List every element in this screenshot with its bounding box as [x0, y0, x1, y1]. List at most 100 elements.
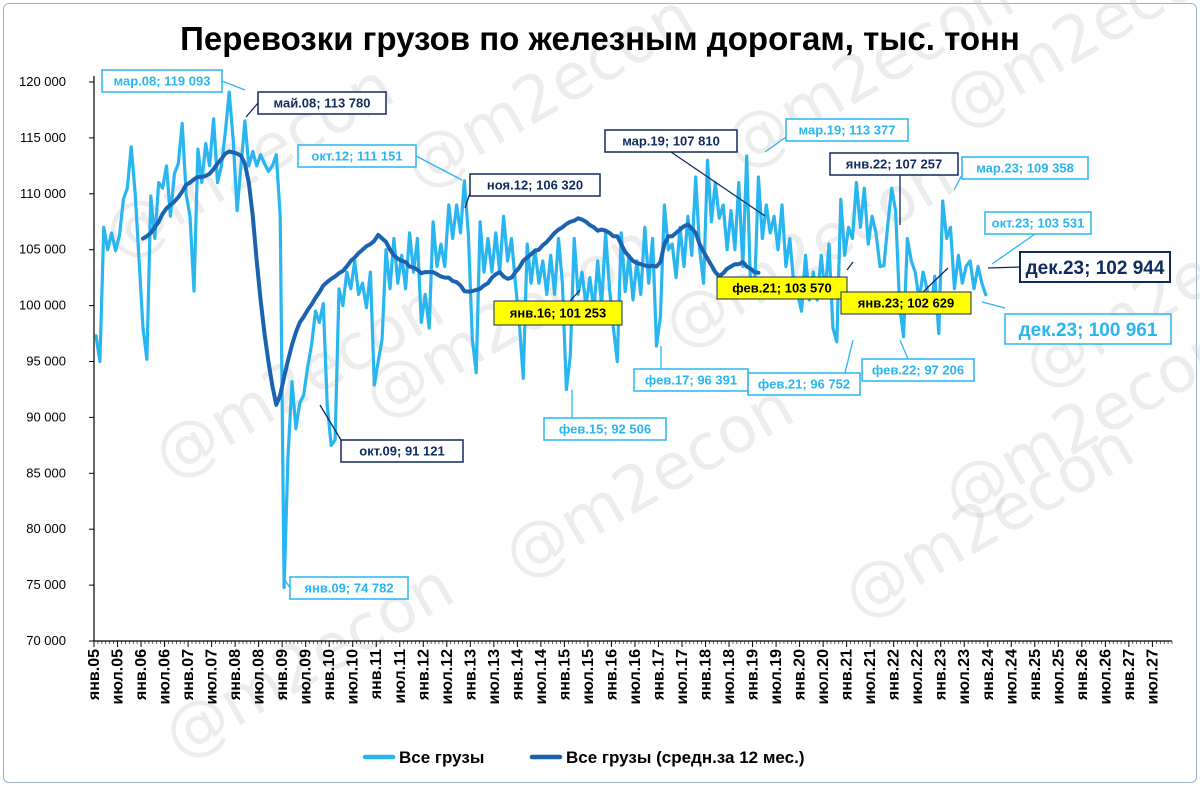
annotation-box: [861, 358, 975, 382]
annotation-label: мар.23; 109 358: [976, 161, 1074, 176]
annotation-box: [469, 173, 601, 197]
chart-title: Перевозки грузов по железным дорогам, ты…: [180, 20, 1020, 57]
x-tick-label: янв.06: [133, 649, 150, 701]
annotation-leader: [953, 174, 963, 191]
x-tick-label: янв.20: [792, 649, 809, 701]
annotation-box: [297, 144, 417, 168]
chart-frame: [3, 3, 1197, 783]
x-tick-label: июл.27: [1144, 649, 1161, 705]
legend: Все грузы Все грузы (средн.за 12 мес.): [362, 748, 805, 767]
annotation-box: [340, 439, 464, 463]
watermark-text: @m2econ: [491, 369, 806, 594]
x-tick-label: июл.17: [674, 649, 691, 705]
annotation-box: [716, 276, 848, 300]
x-tick-label: июл.20: [815, 649, 832, 705]
x-tick-label: янв.24: [980, 649, 997, 701]
x-tick-label: янв.27: [1121, 649, 1138, 701]
x-tick-label: янв.22: [886, 649, 903, 701]
x-tick-label: янв.14: [509, 649, 526, 701]
y-tick-label: 90 000: [26, 409, 66, 424]
annotation-leader: [991, 233, 1036, 265]
legend-label-12m-average: Все грузы (средн.за 12 мес.): [566, 748, 805, 767]
annotation-leader: [221, 80, 246, 91]
x-tick-label: июл.15: [580, 649, 597, 705]
annotation-label: ноя.12; 106 320: [487, 178, 583, 193]
annotation-label: фев.21; 96 752: [758, 377, 850, 392]
x-tick-label: янв.09: [274, 649, 291, 701]
annotation-label: янв.22; 107 257: [846, 157, 942, 172]
annotation-box: [543, 417, 667, 441]
legend-label-all-cargo: Все грузы: [399, 748, 484, 767]
y-tick-label: 75 000: [26, 577, 66, 592]
x-tick-label: июл.12: [439, 649, 456, 705]
x-tick-label: янв.17: [650, 649, 667, 701]
annotation-box: [984, 211, 1092, 235]
x-tick-label: июл.16: [627, 649, 644, 705]
x-tick-label: июл.07: [204, 649, 221, 705]
annotation-box: [840, 291, 972, 315]
annotation-leader: [922, 267, 949, 293]
x-axis: янв.05 июл.05 янв.06 июл.06 янв.07 июл.07 янв.…: [86, 640, 1173, 705]
annotation-label: дек.23; 100 961: [1019, 320, 1158, 341]
x-tick-label: янв.10: [321, 649, 338, 701]
x-tick-label: янв.26: [1074, 649, 1091, 701]
x-tick-label: июл.09: [298, 649, 315, 705]
annotation-label: янв.23; 102 629: [858, 296, 954, 311]
y-tick-label: 95 000: [26, 354, 66, 369]
annotation-box: [1004, 313, 1172, 345]
annotation-leader: [844, 339, 854, 374]
x-tick-label: июл.21: [862, 649, 879, 705]
x-tick-label: янв.12: [415, 649, 432, 701]
y-tick-label: 115 000: [20, 130, 66, 145]
annotation-label: мар.19; 107 810: [622, 134, 720, 149]
x-tick-label: июл.18: [721, 649, 738, 705]
annotation-box: [747, 372, 861, 396]
annotation-label: окт.23; 103 531: [992, 216, 1085, 231]
y-tick-label: 80 000: [26, 521, 66, 536]
x-tick-label: янв.15: [556, 649, 573, 701]
annotation-layer: мар.08; 119 093 май.08; 113 780 окт.12; 11…: [101, 69, 1172, 600]
annotation-box: [604, 129, 738, 153]
x-tick-label: июл.11: [392, 649, 409, 704]
annotation-leader: [319, 404, 342, 441]
annotation-label: мар.08; 119 093: [114, 74, 211, 89]
series-line-12m-average: [141, 149, 761, 407]
x-tick-label: июл.14: [533, 649, 550, 705]
annotation-leader: [981, 301, 1006, 309]
annotation-label: фев.22; 97 206: [872, 363, 964, 378]
x-tick-label: янв.16: [603, 649, 620, 701]
x-tick-label: июл.19: [768, 649, 785, 705]
annotation-leader: [415, 155, 463, 181]
annotation-box: [257, 91, 387, 115]
annotation-leader: [846, 261, 854, 271]
annotation-box: [961, 156, 1089, 180]
x-tick-label: июл.08: [251, 649, 268, 705]
y-tick-label: 70 000: [26, 633, 66, 648]
annotation-label: окт.09; 91 121: [359, 444, 444, 459]
x-tick-label: янв.08: [227, 649, 244, 701]
annotation-box: [289, 576, 409, 600]
x-tick-label: янв.05: [86, 649, 103, 701]
annotation-label: янв.09; 74 782: [304, 581, 393, 596]
x-tick-label: янв.25: [1027, 649, 1044, 701]
annotation-box: [1019, 251, 1171, 283]
annotation-label: янв.16; 101 253: [510, 306, 606, 321]
annotation-label: фев.17; 96 391: [645, 373, 737, 388]
annotation-box: [785, 118, 909, 142]
x-tick-label: янв.13: [462, 649, 479, 701]
y-tick-label: 110 000: [20, 186, 66, 201]
x-tick-label: июл.13: [486, 649, 503, 705]
annotation-leader: [464, 192, 471, 209]
y-tick-label: 100 000: [19, 298, 66, 313]
x-tick-label: июл.05: [110, 649, 127, 705]
x-tick-label: июл.06: [157, 649, 174, 705]
annotation-leader: [284, 579, 291, 589]
annotation-box: [493, 300, 623, 326]
annotation-leader: [899, 339, 909, 360]
annotation-leader: [245, 102, 259, 118]
x-tick-label: янв.21: [839, 649, 856, 701]
annotation-box: [101, 69, 223, 93]
series-line-all-cargo: [94, 90, 988, 590]
x-tick-label: янв.11: [368, 649, 385, 700]
